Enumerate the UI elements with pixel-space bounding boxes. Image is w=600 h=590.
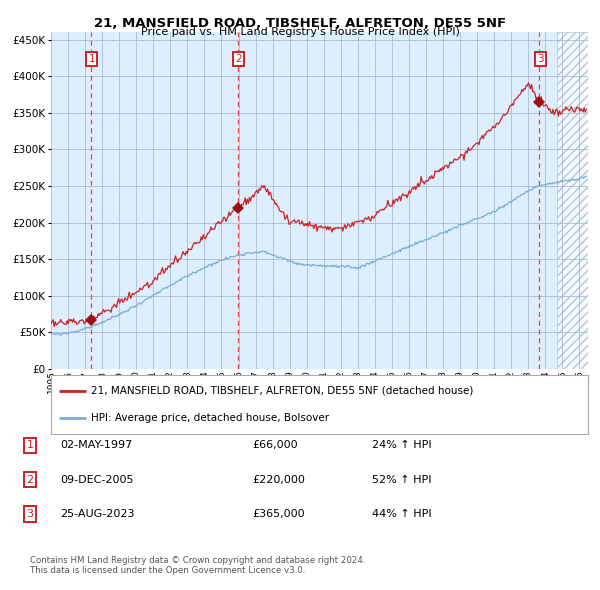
Text: 3: 3 [537,54,544,64]
Text: £66,000: £66,000 [252,441,298,450]
Bar [557,32,588,369]
Text: 02-MAY-1997: 02-MAY-1997 [60,441,132,450]
Text: 3: 3 [26,509,34,519]
Text: 21, MANSFIELD ROAD, TIBSHELF, ALFRETON, DE55 5NF (detached house): 21, MANSFIELD ROAD, TIBSHELF, ALFRETON, … [91,386,473,395]
Text: This data is licensed under the Open Government Licence v3.0.: This data is licensed under the Open Gov… [30,566,305,575]
Text: £220,000: £220,000 [252,475,305,484]
Text: 52% ↑ HPI: 52% ↑ HPI [372,475,431,484]
Text: Price paid vs. HM Land Registry's House Price Index (HPI): Price paid vs. HM Land Registry's House … [140,27,460,37]
Text: 24% ↑ HPI: 24% ↑ HPI [372,441,431,450]
Text: 44% ↑ HPI: 44% ↑ HPI [372,509,431,519]
Text: Contains HM Land Registry data © Crown copyright and database right 2024.: Contains HM Land Registry data © Crown c… [30,556,365,565]
Text: 1: 1 [26,441,34,450]
Text: 2: 2 [235,54,242,64]
Text: 1: 1 [88,54,95,64]
Text: £365,000: £365,000 [252,509,305,519]
Text: HPI: Average price, detached house, Bolsover: HPI: Average price, detached house, Bols… [91,413,329,422]
Text: 25-AUG-2023: 25-AUG-2023 [60,509,134,519]
Text: 2: 2 [26,475,34,484]
Text: 09-DEC-2005: 09-DEC-2005 [60,475,133,484]
Text: 21, MANSFIELD ROAD, TIBSHELF, ALFRETON, DE55 5NF: 21, MANSFIELD ROAD, TIBSHELF, ALFRETON, … [94,17,506,30]
